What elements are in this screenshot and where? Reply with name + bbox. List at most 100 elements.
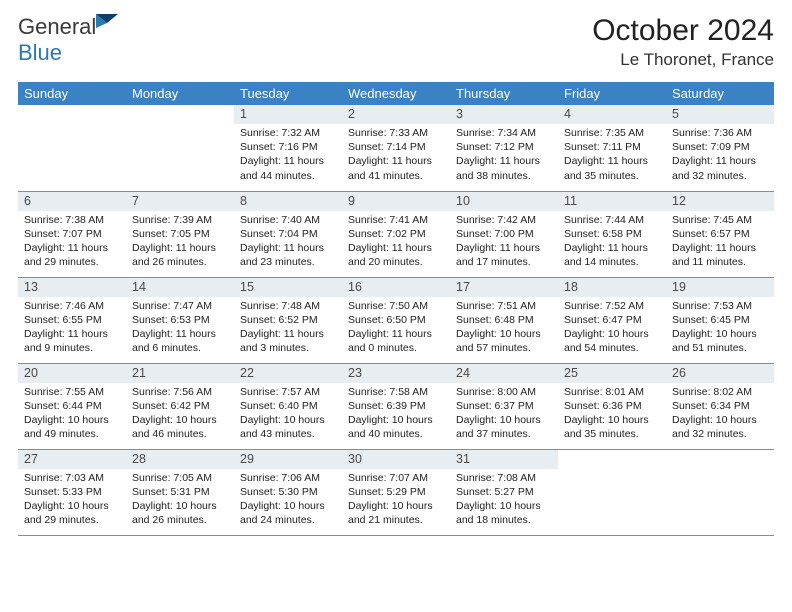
day-number: 6 [18, 192, 126, 211]
day-details: Sunrise: 7:35 AMSunset: 7:11 PMDaylight:… [558, 124, 666, 187]
day-details: Sunrise: 7:58 AMSunset: 6:39 PMDaylight:… [342, 383, 450, 446]
day-number: 28 [126, 450, 234, 469]
daylight-text: Daylight: 10 hours and 37 minutes. [456, 413, 552, 441]
calendar-day-cell: 8Sunrise: 7:40 AMSunset: 7:04 PMDaylight… [234, 191, 342, 277]
day-details: Sunrise: 8:01 AMSunset: 6:36 PMDaylight:… [558, 383, 666, 446]
sunset-text: Sunset: 6:50 PM [348, 313, 444, 327]
sunset-text: Sunset: 6:34 PM [672, 399, 768, 413]
sunset-text: Sunset: 6:58 PM [564, 227, 660, 241]
sunset-text: Sunset: 7:14 PM [348, 140, 444, 154]
sunrise-text: Sunrise: 7:36 AM [672, 126, 768, 140]
calendar-day-cell: 31Sunrise: 7:08 AMSunset: 5:27 PMDayligh… [450, 449, 558, 535]
sunrise-text: Sunrise: 7:52 AM [564, 299, 660, 313]
sunset-text: Sunset: 7:11 PM [564, 140, 660, 154]
flag-icon [96, 12, 118, 38]
day-number: 11 [558, 192, 666, 211]
daylight-text: Daylight: 11 hours and 35 minutes. [564, 154, 660, 182]
day-details: Sunrise: 7:51 AMSunset: 6:48 PMDaylight:… [450, 297, 558, 360]
day-number: 16 [342, 278, 450, 297]
daylight-text: Daylight: 11 hours and 38 minutes. [456, 154, 552, 182]
weekday-header: Wednesday [342, 82, 450, 105]
sunset-text: Sunset: 7:12 PM [456, 140, 552, 154]
calendar-day-cell: 22Sunrise: 7:57 AMSunset: 6:40 PMDayligh… [234, 363, 342, 449]
logo-word1: General [18, 14, 96, 39]
daylight-text: Daylight: 10 hours and 32 minutes. [672, 413, 768, 441]
daylight-text: Daylight: 11 hours and 41 minutes. [348, 154, 444, 182]
calendar-day-cell: 20Sunrise: 7:55 AMSunset: 6:44 PMDayligh… [18, 363, 126, 449]
daylight-text: Daylight: 11 hours and 26 minutes. [132, 241, 228, 269]
calendar-day-cell: 4Sunrise: 7:35 AMSunset: 7:11 PMDaylight… [558, 105, 666, 191]
sunrise-text: Sunrise: 8:01 AM [564, 385, 660, 399]
day-details: Sunrise: 7:44 AMSunset: 6:58 PMDaylight:… [558, 211, 666, 274]
daylight-text: Daylight: 11 hours and 3 minutes. [240, 327, 336, 355]
day-number: 8 [234, 192, 342, 211]
day-number: 5 [666, 105, 774, 124]
sunrise-text: Sunrise: 7:40 AM [240, 213, 336, 227]
day-details: Sunrise: 7:03 AMSunset: 5:33 PMDaylight:… [18, 469, 126, 532]
sunrise-text: Sunrise: 7:39 AM [132, 213, 228, 227]
day-details: Sunrise: 7:42 AMSunset: 7:00 PMDaylight:… [450, 211, 558, 274]
calendar-day-cell: 2Sunrise: 7:33 AMSunset: 7:14 PMDaylight… [342, 105, 450, 191]
sunset-text: Sunset: 7:16 PM [240, 140, 336, 154]
sunrise-text: Sunrise: 7:03 AM [24, 471, 120, 485]
calendar-day-cell: 29Sunrise: 7:06 AMSunset: 5:30 PMDayligh… [234, 449, 342, 535]
day-details: Sunrise: 7:08 AMSunset: 5:27 PMDaylight:… [450, 469, 558, 532]
calendar-week-row: 6Sunrise: 7:38 AMSunset: 7:07 PMDaylight… [18, 191, 774, 277]
day-number: 23 [342, 364, 450, 383]
daylight-text: Daylight: 11 hours and 14 minutes. [564, 241, 660, 269]
calendar-day-cell: 18 Sunrise: 7:52 AMSunset: 6:47 PMDayligh… [558, 277, 666, 363]
logo-text: General Blue [18, 14, 118, 66]
calendar-day-cell: 13Sunrise: 7:46 AMSunset: 6:55 PMDayligh… [18, 277, 126, 363]
sunset-text: Sunset: 7:04 PM [240, 227, 336, 241]
day-details: Sunrise: 7:56 AMSunset: 6:42 PMDaylight:… [126, 383, 234, 446]
weekday-header: Monday [126, 82, 234, 105]
sunset-text: Sunset: 5:31 PM [132, 485, 228, 499]
sunrise-text: Sunrise: 7:34 AM [456, 126, 552, 140]
sunrise-text: Sunrise: 7:47 AM [132, 299, 228, 313]
sunrise-text: Sunrise: 7:51 AM [456, 299, 552, 313]
calendar-day-cell: 1Sunrise: 7:32 AMSunset: 7:16 PMDaylight… [234, 105, 342, 191]
sunrise-text: Sunrise: 7:48 AM [240, 299, 336, 313]
day-number: 22 [234, 364, 342, 383]
sunrise-text: Sunrise: 7:44 AM [564, 213, 660, 227]
day-number: 21 [126, 364, 234, 383]
sunrise-text: Sunrise: 7:35 AM [564, 126, 660, 140]
calendar-day-cell: 19Sunrise: 7:53 AMSunset: 6:45 PMDayligh… [666, 277, 774, 363]
sunrise-text: Sunrise: 7:56 AM [132, 385, 228, 399]
sunset-text: Sunset: 7:02 PM [348, 227, 444, 241]
calendar-week-row: 1Sunrise: 7:32 AMSunset: 7:16 PMDaylight… [18, 105, 774, 191]
sunset-text: Sunset: 6:42 PM [132, 399, 228, 413]
calendar-day-cell: 28Sunrise: 7:05 AMSunset: 5:31 PMDayligh… [126, 449, 234, 535]
sunset-text: Sunset: 6:36 PM [564, 399, 660, 413]
day-number: 24 [450, 364, 558, 383]
calendar-day-cell: 15Sunrise: 7:48 AMSunset: 6:52 PMDayligh… [234, 277, 342, 363]
day-number: 13 [18, 278, 126, 297]
calendar-day-cell: 14Sunrise: 7:47 AMSunset: 6:53 PMDayligh… [126, 277, 234, 363]
sunset-text: Sunset: 6:48 PM [456, 313, 552, 327]
day-number: 7 [126, 192, 234, 211]
day-number: 10 [450, 192, 558, 211]
daylight-text: Daylight: 10 hours and 26 minutes. [132, 499, 228, 527]
calendar-day-cell [18, 105, 126, 191]
sunset-text: Sunset: 6:47 PM [564, 313, 660, 327]
daylight-text: Daylight: 11 hours and 6 minutes. [132, 327, 228, 355]
day-number: 18 [558, 278, 666, 297]
day-number: 20 [18, 364, 126, 383]
daylight-text: Daylight: 10 hours and 51 minutes. [672, 327, 768, 355]
sunset-text: Sunset: 6:52 PM [240, 313, 336, 327]
daylight-text: Daylight: 10 hours and 29 minutes. [24, 499, 120, 527]
day-details: Sunrise: 7:41 AMSunset: 7:02 PMDaylight:… [342, 211, 450, 274]
day-number: 30 [342, 450, 450, 469]
sunrise-text: Sunrise: 7:57 AM [240, 385, 336, 399]
calendar-day-cell: 10Sunrise: 7:42 AMSunset: 7:00 PMDayligh… [450, 191, 558, 277]
daylight-text: Daylight: 10 hours and 54 minutes. [564, 327, 660, 355]
calendar-day-cell: 23Sunrise: 7:58 AMSunset: 6:39 PMDayligh… [342, 363, 450, 449]
calendar-day-cell: 5Sunrise: 7:36 AMSunset: 7:09 PMDaylight… [666, 105, 774, 191]
daylight-text: Daylight: 11 hours and 20 minutes. [348, 241, 444, 269]
sunset-text: Sunset: 6:37 PM [456, 399, 552, 413]
calendar-header-row: Sunday Monday Tuesday Wednesday Thursday… [18, 82, 774, 105]
day-details: Sunrise: 7:33 AMSunset: 7:14 PMDaylight:… [342, 124, 450, 187]
calendar-day-cell: 24Sunrise: 8:00 AMSunset: 6:37 PMDayligh… [450, 363, 558, 449]
month-title: October 2024 [592, 14, 774, 48]
day-number: 25 [558, 364, 666, 383]
